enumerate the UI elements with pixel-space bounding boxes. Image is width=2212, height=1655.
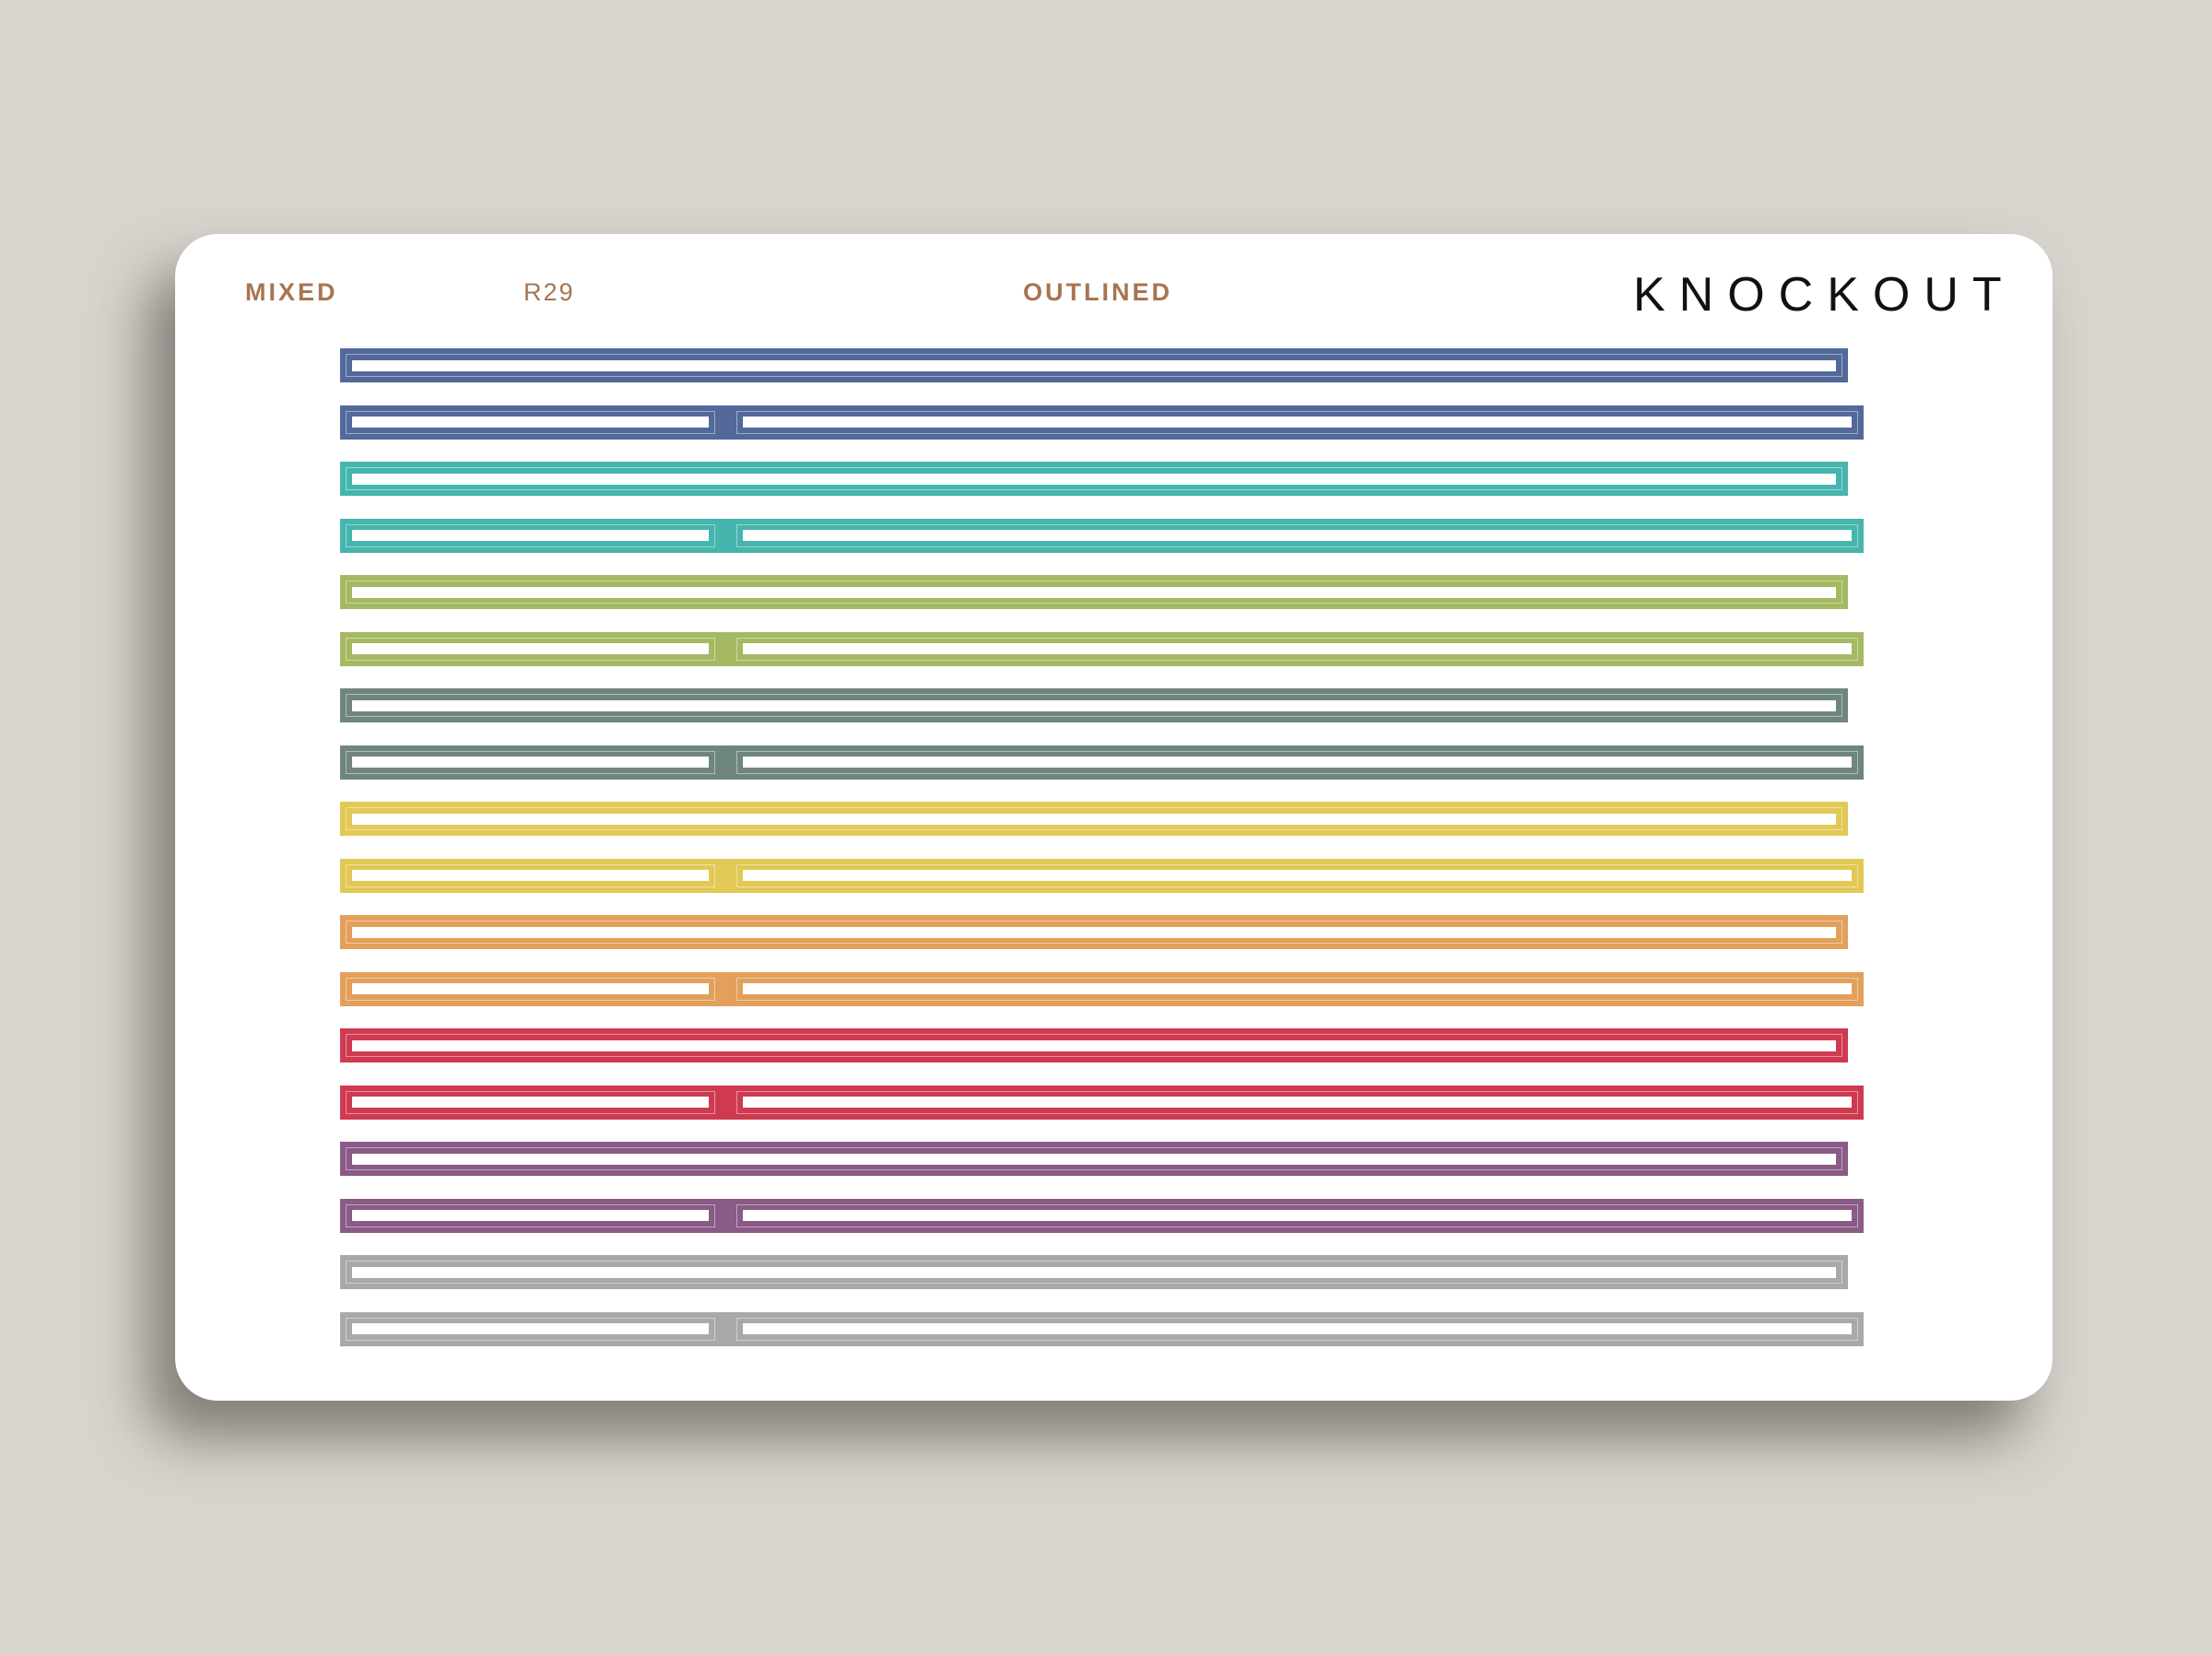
sticker-slot	[346, 1147, 1842, 1170]
split-outline-sticker	[340, 405, 1864, 440]
sticker-slot	[736, 1090, 1858, 1114]
split-outline-sticker	[340, 745, 1864, 780]
sticker-slot	[346, 1261, 1842, 1284]
sticker-slot	[346, 410, 715, 434]
full-outline-sticker	[340, 462, 1848, 496]
sticker-slot	[346, 921, 1842, 944]
category-label: MIXED	[245, 278, 338, 306]
product-code: R29	[524, 278, 575, 306]
sticker-slot	[346, 1034, 1842, 1057]
sticker-slot	[346, 523, 715, 547]
sticker-slot	[346, 1090, 715, 1114]
sticker-slot	[346, 467, 1842, 490]
split-outline-sticker	[340, 1198, 1864, 1233]
sticker-slot	[346, 1203, 715, 1227]
full-outline-sticker	[340, 802, 1848, 836]
sticker-slot	[346, 694, 1842, 717]
full-outline-sticker	[340, 915, 1848, 949]
split-outline-sticker	[340, 1085, 1864, 1120]
full-outline-sticker	[340, 348, 1848, 382]
sticker-slot	[346, 750, 715, 774]
sticker-slot	[736, 410, 1858, 434]
sticker-slot	[736, 1203, 1858, 1227]
sticker-slot	[346, 354, 1842, 377]
full-outline-sticker	[340, 688, 1848, 722]
sticker-slot	[346, 807, 1842, 830]
split-outline-sticker	[340, 971, 1864, 1006]
sticker-slot	[736, 750, 1858, 774]
split-outline-sticker	[340, 1311, 1864, 1346]
sticker-slot	[736, 863, 1858, 887]
sticker-slot	[346, 1317, 715, 1341]
brand-logo: KNOCKOUT	[1633, 268, 2016, 322]
full-outline-sticker	[340, 1255, 1848, 1289]
split-outline-sticker	[340, 518, 1864, 553]
style-label: OUTLINED	[1023, 278, 1172, 306]
sticker-slot	[346, 863, 715, 887]
full-outline-sticker	[340, 1142, 1848, 1176]
sticker-slot	[736, 637, 1858, 661]
full-outline-sticker	[340, 1028, 1848, 1062]
sticker-slot	[346, 637, 715, 661]
sticker-slot	[736, 977, 1858, 1001]
split-outline-sticker	[340, 631, 1864, 666]
full-outline-sticker	[340, 575, 1848, 609]
sticker-slot	[736, 1317, 1858, 1341]
sticker-slot	[346, 977, 715, 1001]
sticker-slot	[346, 581, 1842, 604]
sticker-slot	[736, 523, 1858, 547]
split-outline-sticker	[340, 858, 1864, 893]
